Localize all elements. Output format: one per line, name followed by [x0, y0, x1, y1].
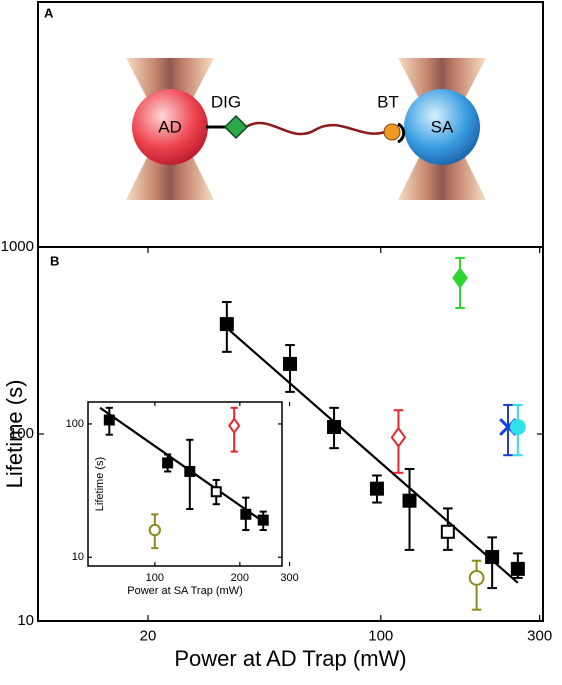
- bead: [132, 89, 208, 165]
- bt-handle: [383, 123, 401, 141]
- y-tick-label: 10: [72, 551, 84, 563]
- panel-label: B: [50, 253, 59, 268]
- marker: [327, 420, 342, 435]
- marker: [219, 317, 234, 332]
- y-tick-label: 100: [9, 425, 34, 442]
- x-tick-label: 100: [146, 572, 164, 584]
- x-tick-label: 200: [231, 572, 249, 584]
- x-tick-label: 100: [368, 627, 393, 644]
- marker: [509, 419, 526, 435]
- marker: [440, 524, 455, 539]
- y-tick-label: 100: [66, 418, 84, 430]
- marker: [283, 356, 298, 371]
- y-tick-label: 1000: [1, 238, 34, 255]
- panel-label: A: [44, 5, 54, 20]
- marker: [369, 481, 384, 496]
- marker: [103, 414, 115, 426]
- fit-line: [221, 323, 519, 584]
- tether: [245, 121, 386, 136]
- marker: [148, 523, 161, 537]
- y-tick-label: 10: [17, 612, 34, 629]
- y-axis-title: Lifetime (s): [94, 457, 106, 511]
- y-axis-title: Lifetime (s): [2, 380, 27, 489]
- inset-frame: [87, 401, 283, 567]
- marker: [184, 465, 196, 477]
- x-tick-label: 300: [280, 572, 298, 584]
- marker: [257, 514, 269, 526]
- x-axis-title: Power at AD Trap (mW): [174, 646, 406, 671]
- linker: [397, 122, 406, 144]
- x-tick-label: 20: [140, 627, 157, 644]
- frame: [37, 1, 544, 622]
- bead: [404, 89, 480, 165]
- marker: [452, 267, 468, 289]
- bead-label: AD: [158, 117, 182, 136]
- handle-label: BT: [377, 92, 399, 111]
- fit-line: [99, 406, 269, 527]
- marker: [485, 549, 500, 564]
- marker: [510, 561, 525, 576]
- marker: [210, 486, 222, 498]
- marker: [240, 508, 252, 520]
- handle-label: DIG: [211, 92, 241, 111]
- bead-label: SA: [431, 117, 454, 136]
- diagram: A AD DIG BT SA: [44, 5, 486, 200]
- marker: [162, 457, 174, 469]
- dig-handle: [223, 114, 249, 140]
- x-axis-title: Power at SA Trap (mW): [127, 585, 243, 597]
- marker: [390, 426, 407, 449]
- marker: [402, 493, 417, 508]
- marker: [468, 570, 485, 586]
- x-tick-label: 300: [527, 627, 552, 644]
- marker: [228, 417, 241, 435]
